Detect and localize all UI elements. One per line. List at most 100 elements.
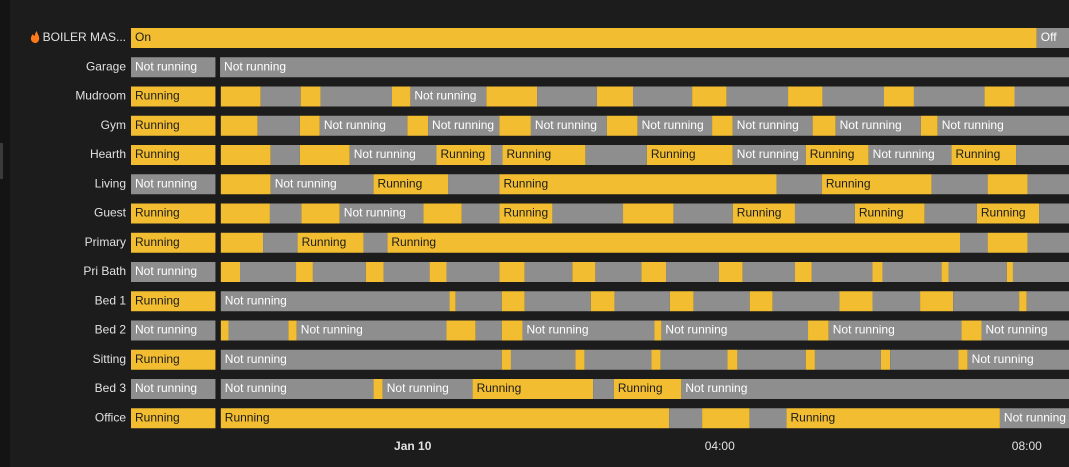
x-tick-label: 04:00 [705,439,735,453]
segment [448,174,500,195]
segment [1012,262,1069,282]
segment-label: Not running [526,323,588,337]
segment [661,320,809,341]
segment-label: Not running [432,118,494,132]
segment [472,379,594,399]
segment-label: Running [651,147,696,161]
segment [882,262,942,282]
segment [1006,262,1013,282]
segment [131,174,216,195]
segment [501,291,525,312]
segment [953,291,1020,312]
segment [387,232,961,253]
segment-label: Not running [833,323,895,337]
segment [499,262,525,282]
segment [732,115,813,136]
segment [593,379,614,399]
segment-label: Not running [135,264,197,278]
row-label: Mudroom [75,89,126,103]
segment [606,115,638,136]
segment [987,232,1028,253]
segment [590,291,615,312]
segment-label: Not running [275,176,337,190]
segment-label: Running [503,206,548,220]
segment [872,262,883,282]
segment [880,349,891,370]
segment [410,86,487,107]
x-tick-label: Jan 10 [394,439,432,453]
segment [373,174,449,195]
segment [131,203,216,224]
segment [967,349,1069,370]
segment-label: Running [810,147,855,161]
segment [958,349,968,370]
segment [637,115,713,136]
segment [712,115,733,136]
segment [981,320,1069,341]
segment [931,174,988,195]
segment-label: Running [477,381,522,395]
segment [839,291,873,312]
segment [446,262,500,282]
segment [391,86,411,107]
segment [501,320,523,341]
segment-label: Not running [354,147,416,161]
segment [220,86,261,107]
segment-label: Running [507,147,552,161]
segment [575,349,585,370]
segment-label: Running [391,235,436,249]
segment [299,145,350,165]
segment-label: Running [135,293,180,307]
segment [776,174,822,195]
segment [260,86,301,107]
segment [270,145,300,165]
segment [854,203,925,224]
segment-label: Running [378,176,423,190]
segment [383,262,430,282]
segment [131,349,216,370]
segment [220,145,271,165]
segment-label: Not running [414,89,476,103]
segment [727,349,738,370]
segment [407,115,429,136]
segment [220,320,229,341]
row-label: Office [95,410,126,424]
segment [1027,174,1069,195]
segment [131,28,1037,48]
segment [633,86,693,107]
segment [786,408,1000,429]
segment [872,291,921,312]
segment [131,320,216,341]
segment [320,86,392,107]
segment [808,320,829,341]
segment [131,86,216,107]
segment [455,291,502,312]
segment [641,262,667,282]
segment-label: Running [302,235,347,249]
segment [920,291,954,312]
segment [1027,232,1069,253]
segment-label: Not running [344,206,406,220]
segment-label: On [135,30,151,44]
segment-label: Not running [225,293,287,307]
segment [920,115,938,136]
segment-label: Not running [985,323,1047,337]
row-label: Garage [86,59,126,73]
segment [937,115,1069,136]
segment [220,379,374,399]
segment-label: Not running [942,118,1004,132]
segment [502,145,586,165]
segment [501,349,511,370]
segment [654,320,662,341]
segment [349,145,437,165]
segment-label: Not running [1004,410,1066,424]
segment [1026,291,1069,312]
segment [811,262,873,282]
segment-label: Not running [135,176,197,190]
segment [365,262,384,282]
segment [446,320,476,341]
segment [220,232,264,253]
row-label: Hearth [90,147,126,161]
segment [319,115,408,136]
segment [951,145,1017,165]
